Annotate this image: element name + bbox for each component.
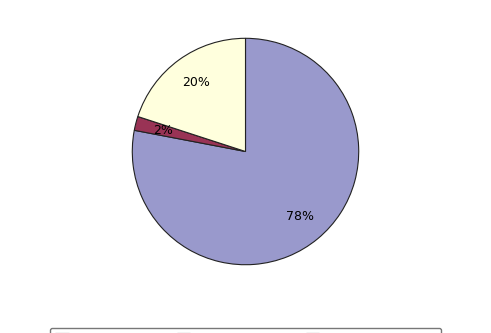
Wedge shape [134, 117, 246, 152]
Text: 20%: 20% [182, 76, 210, 89]
Text: 2%: 2% [153, 124, 173, 137]
Wedge shape [132, 38, 359, 265]
Text: 78%: 78% [286, 210, 314, 223]
Legend: Wages & Salaries, Employee Benefits, Operating Expenses: Wages & Salaries, Employee Benefits, Ope… [50, 328, 441, 333]
Wedge shape [138, 38, 246, 152]
